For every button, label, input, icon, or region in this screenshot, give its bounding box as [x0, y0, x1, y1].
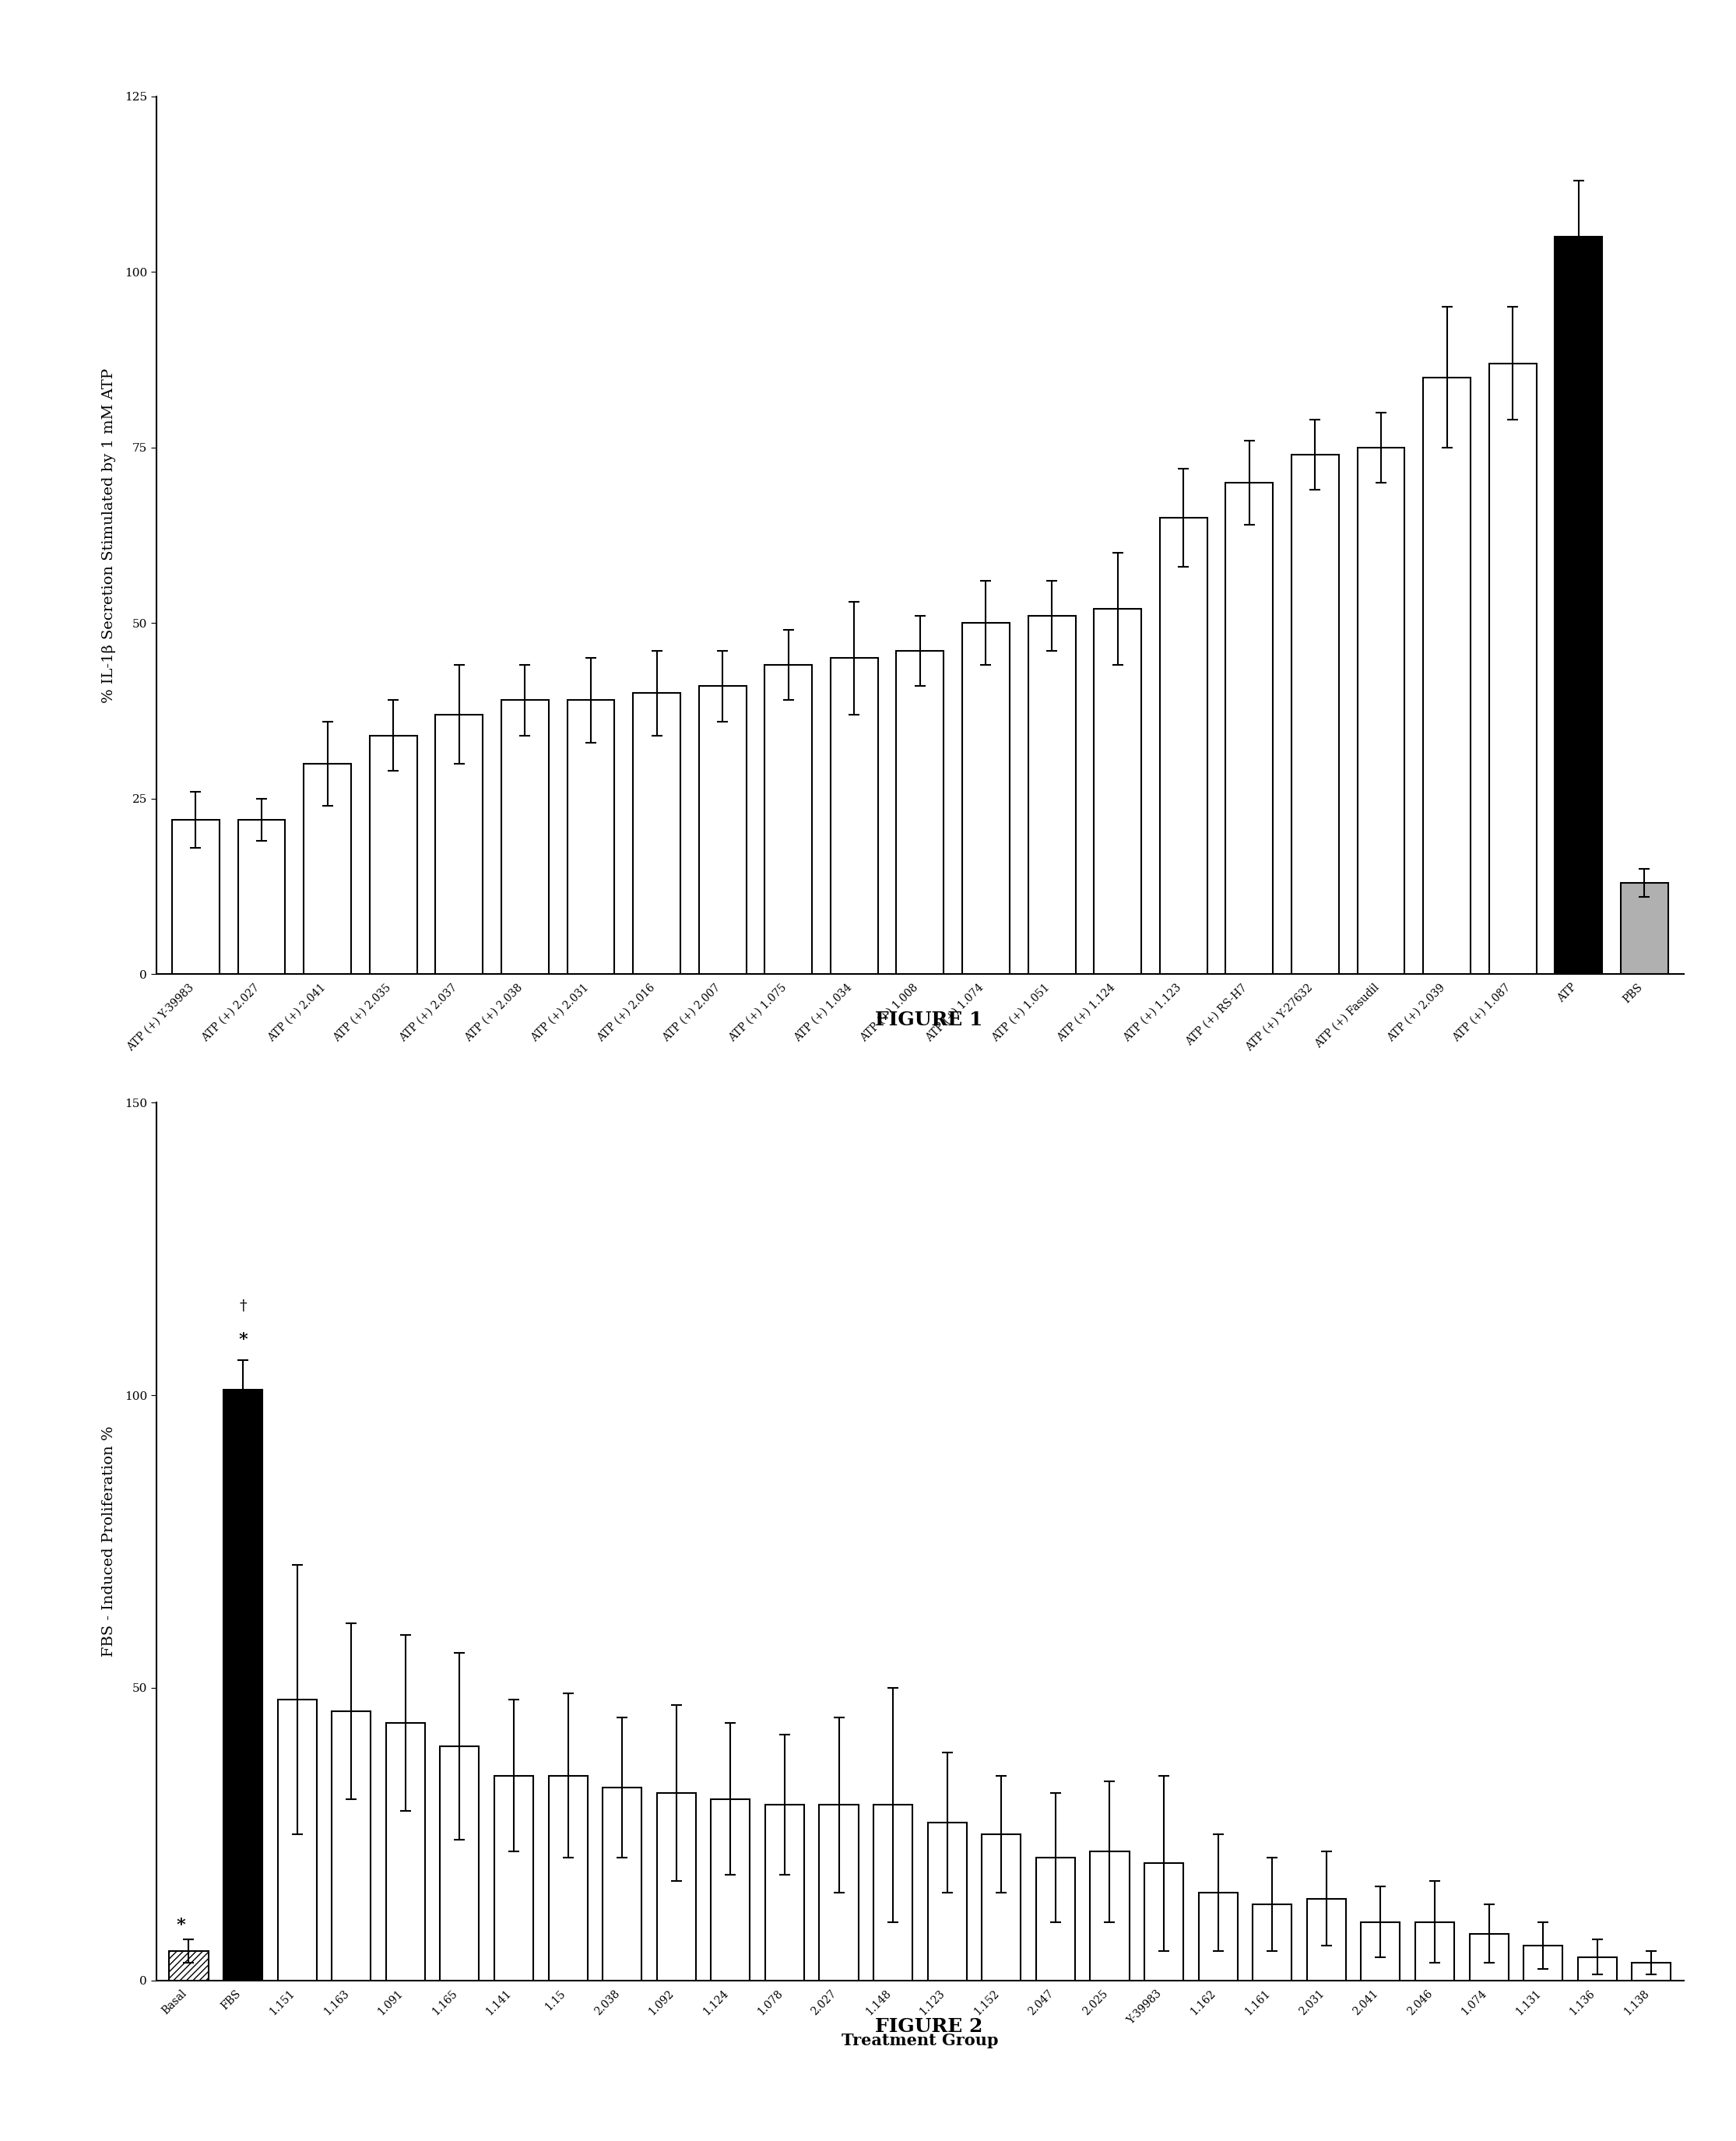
Bar: [385, 1724, 425, 1980]
Bar: [700, 687, 746, 974]
Bar: [1469, 1933, 1509, 1980]
X-axis label: Treatment Group: Treatment Group: [842, 2034, 998, 2049]
Bar: [1524, 1946, 1562, 1980]
Bar: [819, 1805, 858, 1980]
Bar: [1358, 447, 1404, 974]
Bar: [1361, 1923, 1399, 1980]
Bar: [1090, 1852, 1128, 1980]
Bar: [168, 1950, 208, 1980]
Bar: [502, 700, 549, 974]
Bar: [224, 1390, 262, 1980]
Bar: [634, 694, 681, 974]
Bar: [1144, 1863, 1184, 1980]
Bar: [436, 715, 483, 974]
Bar: [278, 1700, 316, 1980]
Bar: [1094, 608, 1141, 974]
Bar: [332, 1711, 372, 1980]
Bar: [1489, 364, 1536, 974]
Bar: [1253, 1903, 1292, 1980]
Bar: [172, 820, 219, 974]
Text: *: *: [175, 1916, 186, 1933]
Bar: [1160, 518, 1207, 974]
Bar: [1307, 1899, 1345, 1980]
Y-axis label: % IL-1β Secretion Stimulated by 1 mM ATP: % IL-1β Secretion Stimulated by 1 mM ATP: [102, 368, 116, 702]
Bar: [304, 764, 351, 974]
Y-axis label: FBS - Induced Proliferation %: FBS - Induced Proliferation %: [102, 1426, 116, 1657]
Bar: [441, 1747, 479, 1980]
Bar: [1424, 377, 1470, 974]
Bar: [549, 1775, 587, 1980]
Text: FIGURE 2: FIGURE 2: [875, 2017, 983, 2036]
Bar: [602, 1788, 642, 1980]
Text: †: †: [240, 1300, 247, 1312]
Bar: [1292, 454, 1338, 974]
Text: *: *: [238, 1332, 248, 1349]
Bar: [766, 1805, 804, 1980]
Bar: [1621, 882, 1668, 974]
Bar: [962, 623, 1010, 974]
Bar: [983, 1835, 1021, 1980]
Bar: [495, 1775, 533, 1980]
Bar: [568, 700, 615, 974]
Bar: [873, 1805, 913, 1980]
Bar: [370, 734, 417, 974]
Bar: [1415, 1923, 1455, 1980]
Bar: [712, 1798, 750, 1980]
Bar: [1555, 238, 1602, 974]
Bar: [1036, 1858, 1075, 1980]
Bar: [896, 651, 944, 974]
Bar: [656, 1794, 696, 1980]
Bar: [1198, 1893, 1238, 1980]
Bar: [1226, 482, 1272, 974]
Bar: [927, 1822, 967, 1980]
Bar: [830, 657, 878, 974]
Text: FIGURE 1: FIGURE 1: [875, 1011, 983, 1030]
Bar: [764, 666, 812, 974]
Bar: [1632, 1963, 1672, 1980]
Bar: [1578, 1957, 1616, 1980]
Bar: [1028, 617, 1076, 974]
Bar: [238, 820, 285, 974]
